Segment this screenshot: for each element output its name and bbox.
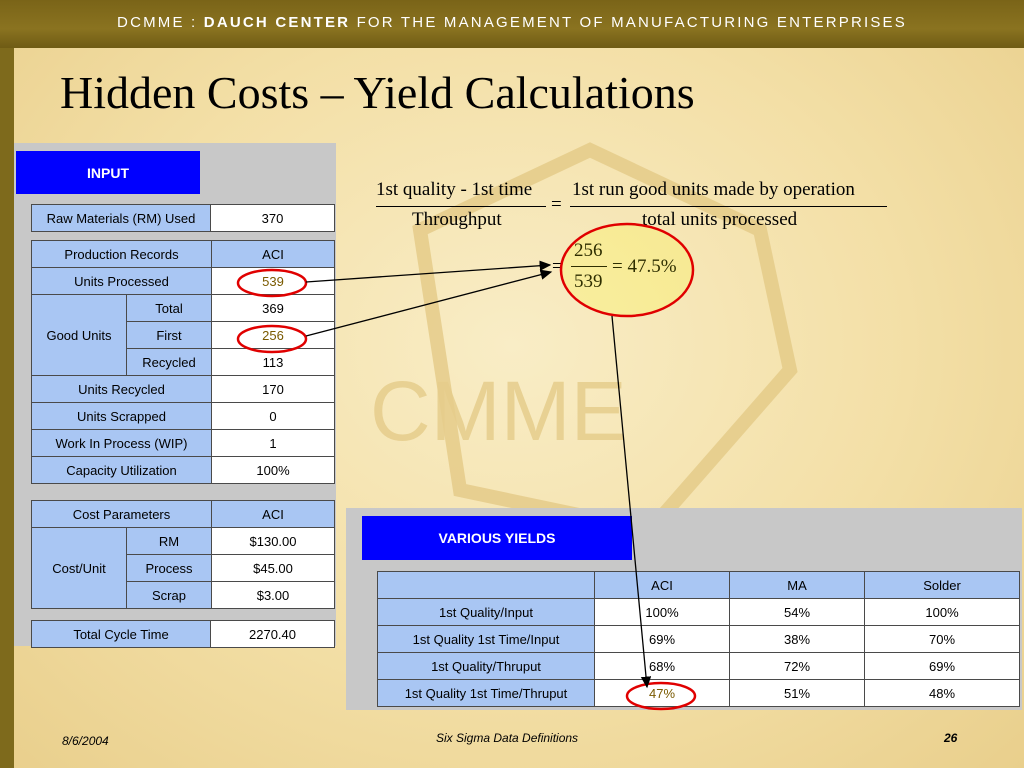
scrap-value: $3.00: [211, 581, 335, 609]
formula-eq: =: [551, 194, 562, 215]
calc-den: 539: [574, 271, 603, 293]
arrow-result: [611, 315, 652, 689]
yield-cell: 51%: [729, 679, 865, 707]
cost-unit-label: Cost/Unit: [31, 527, 127, 609]
arrow-539: [305, 260, 552, 283]
calc-result: = 47.5%: [612, 256, 677, 278]
footer-date: 8/6/2004: [62, 734, 109, 748]
yield-row-label: 1st Quality/Thruput: [377, 652, 595, 680]
yields-table: ACI MA Solder 1st Quality/Input 100% 54%…: [377, 571, 1020, 707]
units-processed-value: 539: [211, 267, 335, 295]
formula-lhs-num: 1st quality - 1st time: [376, 179, 533, 200]
watermark-text: CMME: [370, 364, 627, 458]
page-number: 26: [944, 731, 958, 745]
capacity-value: 100%: [211, 456, 335, 484]
yield-row-label: 1st Quality 1st Time/Thruput: [377, 679, 595, 707]
circle-539: [236, 268, 308, 298]
watermark-logo: CMME: [370, 142, 798, 538]
recycled-label: Recycled: [126, 348, 212, 376]
circle-47: [625, 681, 697, 711]
total-label: Total: [126, 294, 212, 322]
rm-label: RM: [126, 527, 212, 555]
formula-rhs-num: 1st run good units made by operation: [572, 179, 855, 200]
arrow-256: [305, 269, 553, 337]
yield-cell: 48%: [864, 679, 1020, 707]
calc-eq: =: [552, 256, 563, 277]
left-band: [0, 48, 14, 768]
header-title: DCMME : DAUCH CENTER FOR THE MANAGEMENT …: [0, 14, 1024, 31]
capacity-label: Capacity Utilization: [31, 456, 212, 484]
header-band: DCMME : DAUCH CENTER FOR THE MANAGEMENT …: [0, 0, 1024, 48]
wip-value: 1: [211, 429, 335, 457]
yield-cell: 72%: [729, 652, 865, 680]
units-recycled-label: Units Recycled: [31, 375, 212, 403]
cycle-table: Total Cycle Time 2270.40: [31, 620, 335, 648]
yield-cell: 100%: [864, 598, 1020, 626]
production-col: ACI: [211, 240, 335, 268]
yields-col-ma: MA: [729, 571, 865, 599]
cost-params-label: Cost Parameters: [31, 500, 212, 528]
raw-materials-table: Raw Materials (RM) Used 370: [31, 204, 335, 232]
circle-calculation: [559, 222, 695, 318]
calc-line: [571, 266, 607, 267]
raw-materials-value: 370: [210, 204, 335, 232]
formula-rhs-line: [570, 206, 887, 207]
scrap-label: Scrap: [126, 581, 212, 609]
cycle-value: 2270.40: [210, 620, 335, 648]
total-value: 369: [211, 294, 335, 322]
page-title: Hidden Costs – Yield Calculations: [60, 67, 695, 118]
yield-cell: 38%: [729, 625, 865, 653]
yield-row-label: 1st Quality/Input: [377, 598, 595, 626]
raw-materials-label: Raw Materials (RM) Used: [31, 204, 211, 232]
header-prefix: DCMME :: [117, 14, 204, 31]
formula-rhs-den: total units processed: [642, 209, 798, 230]
yield-cell: 100%: [594, 598, 730, 626]
yield-cell: 69%: [864, 652, 1020, 680]
yield-cell: 68%: [594, 652, 730, 680]
first-label: First: [126, 321, 212, 349]
header-bold: DAUCH CENTER: [203, 14, 351, 31]
calc-num: 256: [574, 240, 603, 262]
table-row: 1st Quality/Thruput 68% 72% 69%: [377, 652, 1020, 680]
process-label: Process: [126, 554, 212, 582]
circle-256: [236, 324, 308, 354]
yields-header: VARIOUS YIELDS: [362, 516, 632, 560]
good-units-label: Good Units: [31, 294, 127, 376]
input-header: INPUT: [16, 151, 200, 194]
yields-col-solder: Solder: [864, 571, 1020, 599]
yield-cell: 70%: [864, 625, 1020, 653]
wip-label: Work In Process (WIP): [31, 429, 212, 457]
cost-table: Cost Parameters ACI Cost/Unit RM $130.00…: [31, 500, 335, 609]
yields-col-label: [377, 571, 595, 599]
units-recycled-value: 170: [211, 375, 335, 403]
header-suffix: FOR THE MANAGEMENT OF MANUFACTURING ENTE…: [350, 14, 907, 31]
table-row: 1st Quality 1st Time/Thruput 47% 51% 48%: [377, 679, 1020, 707]
formula-lhs-den: Throughput: [412, 209, 502, 230]
footer-title: Six Sigma Data Definitions: [436, 731, 579, 745]
units-scrapped-value: 0: [211, 402, 335, 430]
formula-lhs-line: [376, 206, 546, 207]
cycle-label: Total Cycle Time: [31, 620, 211, 648]
yields-col-aci: ACI: [594, 571, 730, 599]
production-label: Production Records: [31, 240, 212, 268]
